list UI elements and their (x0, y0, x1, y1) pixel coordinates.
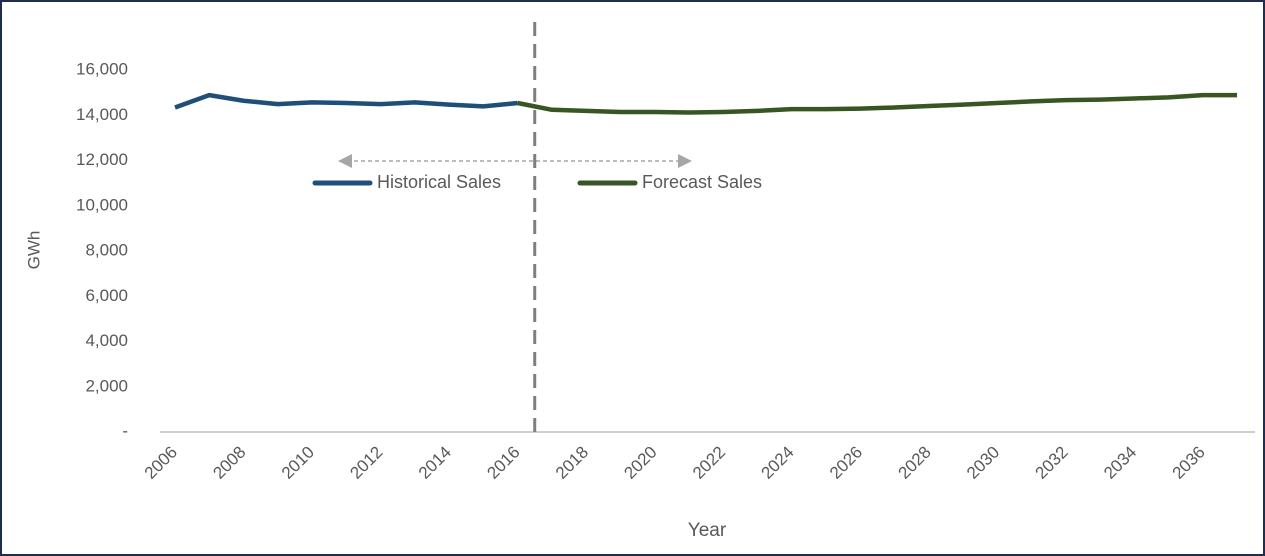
series-line (174, 92, 518, 110)
legend-label: Historical Sales (377, 172, 501, 192)
y-axis-label: GWh (24, 231, 43, 270)
y-tick-label: 16,000 (76, 60, 128, 79)
y-tick-label: 8,000 (85, 241, 128, 260)
y-tick-label: 12,000 (76, 150, 128, 169)
arrow-head (338, 154, 352, 168)
x-axis-label: Year (688, 520, 727, 541)
legend-label: Forecast Sales (642, 172, 762, 192)
y-tick-label: 14,000 (76, 105, 128, 124)
y-tick-label: 2,000 (85, 376, 128, 395)
y-tick-label: 10,000 (76, 195, 128, 214)
y-tick-label: 6,000 (85, 286, 128, 305)
y-tick-label: - (122, 421, 128, 440)
series-line (517, 92, 1238, 115)
y-tick-label: 4,000 (85, 331, 128, 350)
arrow-head (678, 154, 692, 168)
